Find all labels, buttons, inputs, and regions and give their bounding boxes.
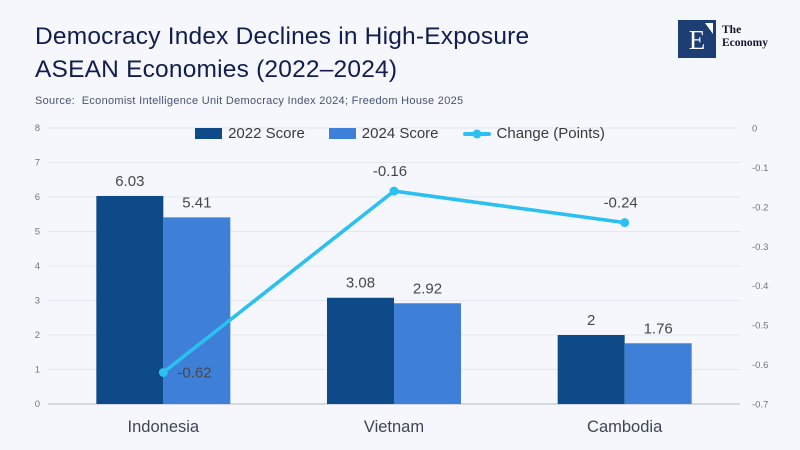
right-axis-tick: -0.1: [752, 163, 768, 174]
left-axis-tick: 8: [35, 123, 40, 134]
left-axis-tick: 4: [35, 261, 40, 272]
right-axis-tick: -0.2: [752, 202, 768, 213]
x-axis-label: Indonesia: [128, 418, 200, 436]
legend-label-2024: 2024 Score: [361, 125, 439, 142]
legend-label-2022: 2022 Score: [228, 125, 305, 142]
logo-word-the: The: [722, 24, 742, 36]
right-axis-tick: -0.3: [752, 242, 768, 253]
logo-mark: E: [678, 20, 716, 58]
left-axis-tick: 0: [35, 399, 40, 410]
the-economy-logo: E The Economy: [678, 20, 768, 58]
legend-line-marker-icon: [462, 129, 491, 138]
bar-2022-score: [96, 195, 164, 404]
change-value-label: -0.24: [604, 195, 638, 212]
bar-2024-score: [163, 217, 231, 404]
change-value-label: -0.62: [177, 364, 211, 381]
legend-item-2024-score: 2024 Score: [328, 125, 439, 142]
legend-item-2022-score: 2022 Score: [195, 125, 305, 142]
logo-word-economy: Economy: [722, 36, 768, 49]
right-axis-tick: -0.4: [752, 281, 768, 292]
title-line-1: Democracy Index Declines in High-Exposur…: [35, 23, 530, 50]
left-axis-tick: 6: [35, 192, 40, 203]
bar-2022-score: [327, 297, 394, 404]
bar-value-label: 6.03: [115, 173, 144, 190]
bar-2024-score: [624, 343, 692, 404]
left-axis-tick: 2: [35, 330, 40, 341]
right-axis-tick: 0: [752, 124, 757, 135]
right-axis-tick: -0.6: [752, 360, 768, 371]
change-point: [389, 186, 399, 196]
logo-wordmark: The Economy: [722, 20, 768, 58]
title-line-2: ASEAN Economies (2022–2024): [35, 56, 398, 83]
legend-swatch-2024: [328, 128, 356, 139]
bar-value-label: 5.41: [182, 194, 211, 211]
chart-legend: 2022 Score 2024 Score Change (Points): [0, 125, 800, 142]
bar-value-label: 3.08: [346, 275, 375, 292]
bar-2022-score: [557, 335, 625, 404]
bar-2024-score: [394, 303, 461, 404]
legend-label-change: Change (Points): [496, 125, 605, 142]
x-axis-label: Cambodia: [587, 418, 663, 436]
change-point: [158, 367, 168, 377]
change-value-label: -0.16: [373, 163, 407, 180]
change-point: [620, 218, 630, 228]
left-axis-tick: 5: [35, 227, 40, 238]
source-note: Source: Economist Intelligence Unit Demo…: [35, 95, 464, 107]
legend-item-change: Change (Points): [462, 125, 605, 142]
right-axis-tick: -0.7: [752, 400, 768, 411]
logo-quote-icon: [705, 23, 713, 34]
page-title: Democracy Index Declines in High-Exposur…: [35, 20, 529, 86]
logo-letter: E: [688, 24, 706, 55]
left-axis-tick: 7: [35, 158, 40, 169]
bar-value-label: 1.76: [644, 320, 673, 337]
left-axis-tick: 1: [35, 365, 40, 376]
left-axis-tick: 3: [35, 296, 40, 307]
x-axis-label: Vietnam: [364, 418, 424, 436]
right-axis-tick: -0.5: [752, 321, 768, 332]
legend-swatch-2022: [195, 128, 223, 139]
bar-value-label: 2: [587, 312, 595, 329]
bar-value-label: 2.92: [413, 280, 442, 297]
